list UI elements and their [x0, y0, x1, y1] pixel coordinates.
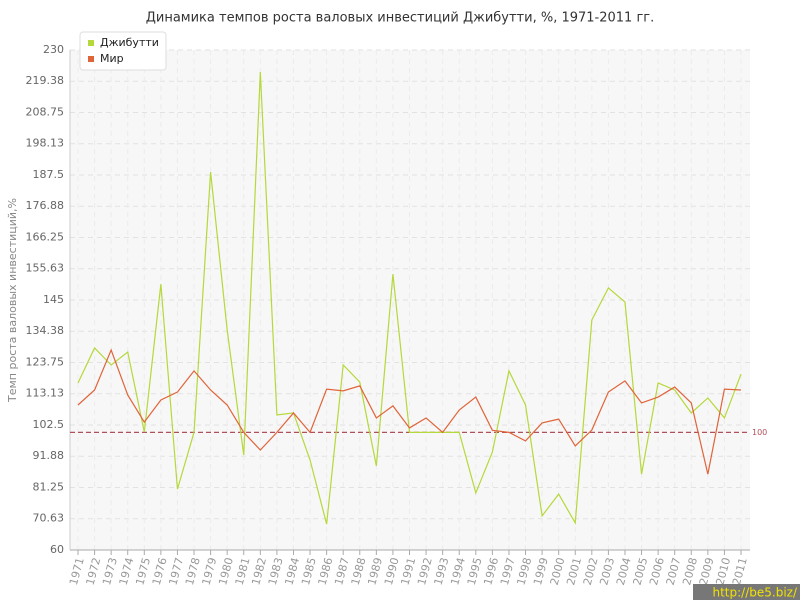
- y-tick-label: 81.25: [33, 481, 65, 494]
- chart-title: Динамика темпов роста валовых инвестиций…: [146, 11, 655, 26]
- y-tick-label: 187.5: [33, 168, 65, 181]
- legend-label: Джибутти: [100, 36, 159, 49]
- y-axis-label: Темп роста валовых инвестиций,%: [6, 198, 19, 403]
- legend-swatch: [88, 40, 94, 46]
- y-tick-label: 219.38: [26, 74, 65, 87]
- y-tick-label: 91.88: [33, 449, 65, 462]
- y-tick-label: 60: [50, 543, 64, 556]
- legend-box: [79, 31, 167, 71]
- y-tick-label: 134.38: [26, 324, 65, 337]
- y-tick-label: 155.63: [26, 262, 65, 275]
- y-tick-label: 123.75: [26, 356, 65, 369]
- y-tick-label: 176.88: [26, 199, 65, 212]
- series-line: [77, 348, 742, 475]
- series-line: [77, 72, 742, 525]
- y-tick-label: 145: [43, 293, 64, 306]
- legend: Джибутти Мир: [79, 31, 167, 71]
- y-tick-label: 230: [43, 43, 64, 56]
- reference-label: 100: [752, 428, 767, 437]
- y-tick-label: 166.25: [26, 231, 65, 244]
- y-tick-label: 113.13: [26, 387, 65, 400]
- legend-label: Мир: [100, 52, 124, 65]
- legend-swatch: [88, 56, 94, 62]
- watermark-bg: [693, 584, 800, 600]
- y-tick-label: 70.63: [33, 512, 65, 525]
- watermark: http://be5.biz/: [712, 586, 797, 600]
- y-tick-label: 198.13: [26, 137, 65, 150]
- y-tick-label: 208.75: [26, 106, 65, 119]
- y-tick-label: 102.5: [33, 418, 65, 431]
